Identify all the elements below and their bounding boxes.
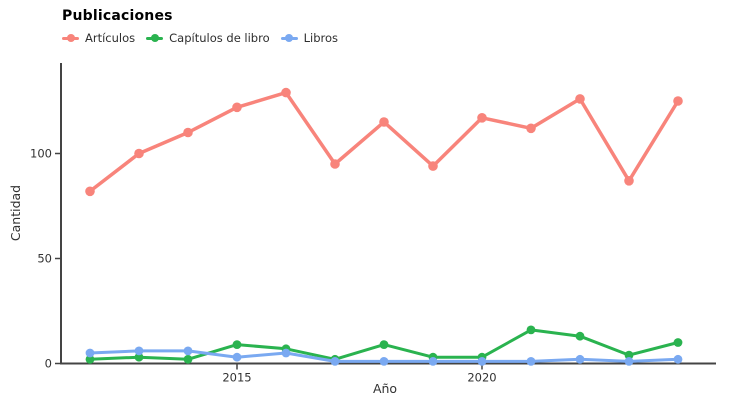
data-point-capitulos-de-libro bbox=[232, 340, 242, 349]
data-point-libros bbox=[477, 357, 487, 366]
series-line-articulos bbox=[88, 90, 680, 194]
data-point-articulos bbox=[183, 127, 193, 138]
data-point-articulos bbox=[281, 87, 291, 98]
data-point-capitulos-de-libro bbox=[624, 350, 634, 360]
legend-marker-icon bbox=[280, 33, 298, 43]
data-point-libros bbox=[85, 348, 95, 358]
data-point-capitulos-de-libro bbox=[85, 354, 95, 364]
data-point-libros bbox=[281, 348, 291, 358]
data-point-capitulos-de-libro bbox=[379, 340, 389, 349]
data-point-capitulos-de-libro bbox=[183, 354, 193, 364]
legend-item-libros[interactable]: Libros bbox=[280, 31, 339, 45]
chart-title: Publicaciones bbox=[62, 8, 173, 24]
data-point-capitulos-de-libro bbox=[673, 338, 683, 347]
data-point-libros bbox=[526, 357, 536, 366]
data-point-libros bbox=[673, 354, 683, 364]
legend-marker-icon bbox=[146, 33, 164, 43]
data-point-libros bbox=[379, 357, 389, 366]
data-point-articulos bbox=[624, 176, 634, 186]
data-point-capitulos-de-libro bbox=[526, 325, 536, 335]
data-point-articulos bbox=[232, 102, 242, 113]
data-point-libros bbox=[232, 352, 242, 362]
data-point-articulos bbox=[134, 148, 144, 159]
x-axis-title: Año bbox=[373, 381, 397, 396]
data-point-articulos bbox=[575, 94, 585, 104]
legend-label: Libros bbox=[303, 31, 339, 45]
data-point-articulos bbox=[330, 159, 340, 169]
data-point-articulos bbox=[428, 161, 438, 171]
legend-marker-icon bbox=[62, 33, 79, 43]
legend-label: Artículos bbox=[85, 31, 136, 45]
data-point-capitulos-de-libro bbox=[575, 331, 585, 341]
y-tick-label: 50 bbox=[37, 252, 52, 266]
chart-legend: Artículos Capítulos de libro Libros bbox=[62, 31, 338, 45]
data-point-libros bbox=[428, 357, 438, 366]
data-point-articulos bbox=[673, 96, 683, 106]
x-tick-label: 2015 bbox=[222, 371, 251, 385]
y-tick-label: 100 bbox=[30, 147, 52, 161]
legend-item-articulos[interactable]: Artículos bbox=[62, 31, 135, 45]
legend-label: Capítulos de libro bbox=[169, 31, 270, 45]
data-point-libros bbox=[183, 346, 193, 356]
data-point-capitulos-de-libro bbox=[134, 352, 144, 362]
data-point-articulos bbox=[526, 123, 536, 134]
y-axis-title: Cantidad bbox=[8, 185, 23, 241]
y-tick-label: 0 bbox=[45, 357, 52, 371]
data-point-articulos bbox=[379, 117, 389, 127]
data-point-articulos bbox=[85, 186, 95, 197]
data-point-articulos bbox=[477, 113, 487, 123]
legend-item-capitulos-de-libro[interactable]: Capítulos de libro bbox=[146, 31, 270, 45]
data-point-libros bbox=[134, 346, 144, 356]
data-point-libros bbox=[330, 357, 340, 366]
data-point-libros bbox=[624, 357, 634, 366]
data-point-libros bbox=[575, 354, 585, 364]
x-tick-label: 2020 bbox=[467, 371, 496, 385]
